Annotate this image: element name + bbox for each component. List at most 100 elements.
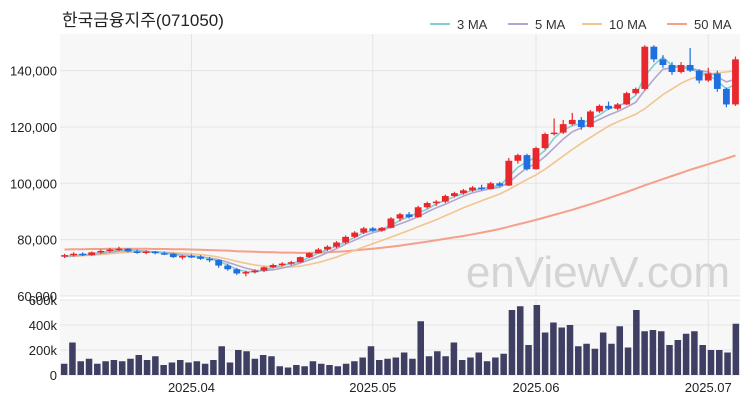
candle	[496, 181, 504, 187]
candle	[369, 226, 377, 232]
legend-item: 3 MA	[430, 17, 488, 32]
ma50-line	[64, 154, 736, 254]
candle-body	[169, 253, 177, 258]
candle	[278, 262, 286, 267]
volume-bar	[657, 331, 665, 375]
candle	[169, 252, 177, 258]
candle	[677, 62, 685, 74]
volume-bar	[243, 351, 250, 375]
volume-bar	[500, 353, 507, 375]
candle	[296, 256, 304, 263]
candle	[713, 70, 721, 92]
volume-tick-label: 400k	[29, 318, 58, 333]
candle-body	[451, 193, 458, 196]
candle	[215, 259, 223, 268]
volume-bar	[732, 323, 740, 375]
volume-bar	[102, 361, 109, 375]
candle-body	[614, 104, 621, 109]
candle-body	[650, 46, 658, 60]
legend-item: 50 MA	[667, 17, 732, 32]
candle	[723, 87, 730, 108]
volume-bar	[558, 327, 565, 375]
candle-body	[487, 183, 495, 189]
candle	[324, 245, 331, 251]
candle-body	[677, 64, 685, 73]
candle-body	[260, 267, 268, 271]
candle-body	[713, 73, 721, 89]
date-axis-labels: 2025.04 2025.05 2025.06 2025.07	[168, 380, 732, 395]
volume-bar	[525, 345, 532, 375]
volume-bar	[77, 361, 84, 375]
price-gridlines	[60, 70, 740, 297]
candle	[333, 241, 340, 249]
chart-title: 한국금융지주(071050)	[62, 11, 224, 30]
candle-body	[568, 119, 576, 125]
candle	[287, 260, 295, 266]
candle	[668, 62, 676, 75]
volume-bar	[94, 363, 101, 375]
volume-bar	[85, 358, 93, 375]
candle-body	[242, 272, 250, 274]
candle	[188, 254, 195, 258]
volume-bar	[60, 363, 68, 375]
candle	[650, 45, 658, 63]
candle-body	[723, 88, 730, 105]
candle-body	[668, 64, 676, 73]
volume-bar	[342, 363, 350, 375]
volume-bar	[492, 357, 499, 375]
candle	[686, 48, 694, 73]
candle	[405, 212, 413, 219]
volume-bar	[417, 321, 424, 375]
volume-bar	[309, 361, 317, 375]
volume-bar	[450, 342, 458, 375]
candle-body	[550, 132, 558, 135]
legend: 3 MA 5 MA 10 MA 50 MA	[430, 17, 732, 32]
volume-bar	[210, 360, 217, 375]
candle	[242, 270, 250, 277]
volume-bar	[691, 331, 698, 375]
volume-bar	[699, 345, 706, 375]
candle	[659, 55, 667, 68]
volume-bar	[218, 346, 225, 375]
candle	[79, 252, 87, 256]
candle-body	[496, 183, 504, 186]
candle-body	[179, 255, 186, 258]
legend-item: 10 MA	[582, 17, 647, 32]
candle	[97, 249, 105, 254]
candle-body	[587, 111, 594, 127]
candle-body	[532, 148, 540, 170]
price-axis-labels: 60,000 80,000 100,000 120,000 140,000	[10, 64, 57, 304]
candle	[460, 188, 467, 195]
legend-label: 5 MA	[535, 17, 566, 32]
candle	[61, 253, 68, 258]
candle	[396, 212, 404, 222]
volume-bar	[425, 356, 433, 375]
candle	[432, 200, 440, 206]
date-tick-label: 2025.06	[513, 380, 560, 395]
volume-bar	[268, 356, 275, 375]
candle-body	[233, 269, 241, 274]
candle-body	[641, 46, 649, 89]
candle	[568, 112, 576, 126]
legend-label: 3 MA	[457, 17, 488, 32]
candle	[695, 69, 703, 84]
candle	[106, 248, 114, 253]
volume-bar	[475, 352, 483, 375]
candle-body	[305, 253, 313, 258]
candle	[142, 250, 150, 255]
volume-bar	[259, 355, 267, 375]
volume-bar	[550, 322, 557, 375]
candle-body	[469, 187, 476, 191]
candle-body	[70, 253, 77, 256]
candle	[423, 201, 431, 209]
volume-bar	[649, 330, 657, 375]
candle	[88, 251, 96, 256]
candle-body	[732, 59, 739, 105]
candle	[315, 248, 322, 254]
candle-body	[278, 263, 286, 266]
volume-bar	[599, 332, 607, 375]
candle-body	[686, 64, 694, 71]
volume-bar	[483, 361, 491, 375]
candle	[704, 67, 712, 82]
